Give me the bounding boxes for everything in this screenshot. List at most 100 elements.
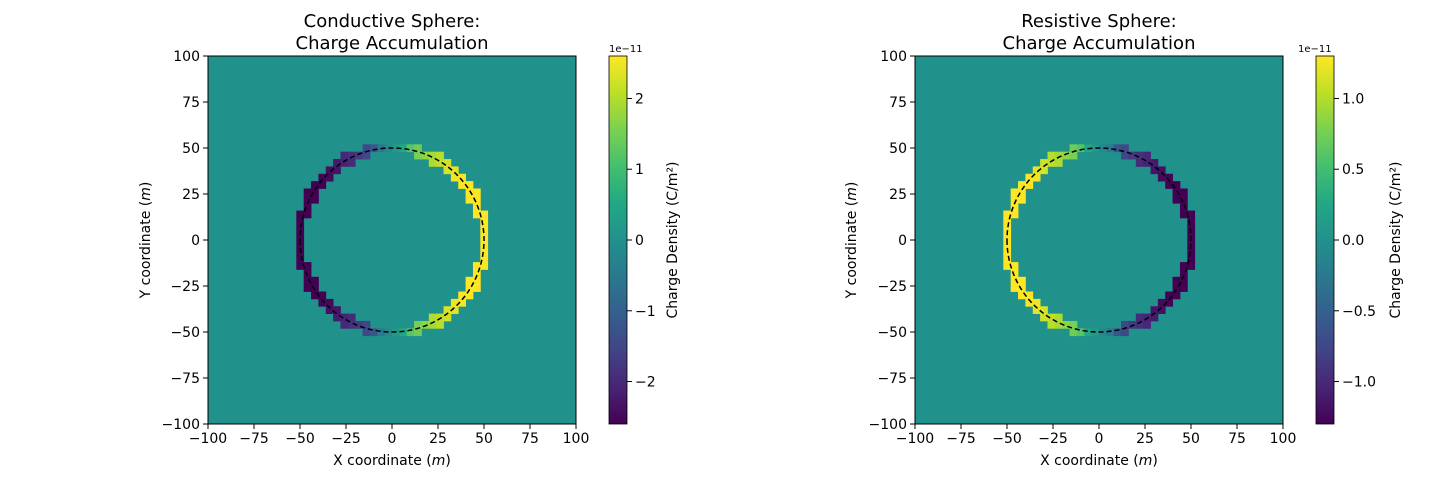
x-ticks: −100 −75 −50 −25 0 25 50 75 100 — [896, 424, 1297, 447]
heatmap-cell — [480, 217, 489, 226]
heatmap-cell — [303, 269, 312, 278]
heatmap-cell — [436, 313, 444, 322]
heatmap-cell — [362, 151, 371, 160]
heatmap-cell — [318, 298, 327, 307]
heatmap-cell — [1032, 306, 1041, 314]
heatmap-cell — [436, 151, 444, 160]
heatmap-cell — [311, 195, 319, 204]
heatmap-cell — [347, 151, 356, 160]
y-tick-label: −100 — [869, 417, 907, 433]
y-tick-label: −25 — [170, 279, 200, 295]
x-axis-label-unit: m — [432, 453, 446, 469]
heatmap-cell — [1003, 225, 1012, 234]
heatmap-cell — [1047, 151, 1056, 160]
x-ticks: −100 −75 −50 −25 0 25 50 75 100 — [189, 424, 589, 447]
heatmap-cell — [399, 144, 408, 153]
heatmap-cell — [311, 291, 319, 300]
y-tick-label: 50 — [182, 141, 200, 157]
heatmap-cell — [303, 188, 312, 197]
heatmap-cell — [1179, 276, 1188, 285]
heatmap-cell — [1187, 217, 1196, 226]
heatmap-cell — [458, 181, 466, 189]
heatmap-cell — [1054, 313, 1063, 322]
heatmap-cell — [472, 203, 481, 211]
x-axis-label: X coordinate (m) — [1040, 453, 1158, 469]
heatmap-cell — [465, 195, 474, 204]
heatmap-cell — [1010, 284, 1019, 292]
heatmap-cell — [1032, 298, 1041, 307]
heatmap-cell — [1106, 144, 1115, 153]
heatmap-cell — [458, 173, 466, 182]
heatmap-cell — [436, 159, 444, 167]
x-axis-label-close: ) — [1152, 453, 1157, 469]
y-tick-label: 25 — [889, 187, 907, 203]
heatmap-cell — [1179, 203, 1188, 211]
heatmap-cell — [1187, 210, 1196, 219]
heatmap-cell — [318, 173, 327, 182]
heatmap-cell — [1179, 188, 1188, 197]
heatmap-cell — [472, 188, 481, 197]
y-tick-label: 50 — [889, 141, 907, 157]
heatmap-cell — [325, 298, 334, 307]
heatmap-cell — [1179, 210, 1188, 219]
heatmap-cell — [1062, 151, 1070, 160]
heatmap-cell — [450, 306, 459, 314]
heatmap-cell — [465, 284, 474, 292]
heatmap-cell — [472, 195, 481, 204]
heatmap-cell — [428, 313, 437, 322]
heatmap-cell — [1121, 144, 1129, 153]
chart-title-line1: Resistive Sphere: — [1021, 11, 1177, 32]
heatmap-cell — [1084, 328, 1093, 337]
heatmap-cell — [325, 166, 334, 175]
heatmap-cell — [1018, 276, 1026, 285]
heatmap-cell — [1143, 320, 1151, 329]
heatmap-cell — [480, 210, 489, 219]
heatmap-cell — [1018, 181, 1026, 189]
y-axis-label-text: Y coordinate ( — [844, 201, 860, 300]
heatmap-cell — [465, 276, 474, 285]
heatmap-cell — [1069, 151, 1078, 160]
y-tick-label: 75 — [889, 95, 907, 111]
x-axis-label-unit: m — [1139, 453, 1153, 469]
x-tick-label: 100 — [1270, 431, 1297, 447]
heatmap-cell — [1165, 173, 1173, 182]
x-tick-label: 75 — [521, 431, 539, 447]
heatmap-cell — [1165, 298, 1173, 307]
y-axis-label: Y coordinate (m) — [138, 182, 154, 300]
heatmap-cell — [472, 276, 481, 285]
heatmap-cells — [208, 56, 576, 424]
heatmap-cell — [465, 188, 474, 197]
heatmap-cell — [311, 181, 319, 189]
heatmap-cell — [1010, 188, 1019, 197]
colorbar-ticks: −1.0 −0.5 0.0 0.5 1.0 — [1334, 91, 1376, 391]
x-tick-label: −25 — [331, 431, 361, 447]
y-tick-label: 100 — [880, 49, 907, 65]
y-tick-label: −50 — [170, 325, 200, 341]
heatmap-cell — [1076, 144, 1085, 153]
heatmap-cell — [296, 225, 305, 234]
heatmap-cell — [406, 144, 415, 153]
heatmap-cell — [1010, 195, 1019, 204]
heatmap-cell — [428, 320, 437, 329]
colorbar-tick-label: 0.5 — [1342, 162, 1364, 178]
heatmap-cell — [1187, 247, 1196, 256]
x-tick-label: −100 — [896, 431, 934, 447]
heatmap-cell — [296, 232, 305, 241]
heatmap-cell — [369, 144, 378, 153]
heatmap-cell — [1187, 262, 1196, 270]
heatmap-cell — [458, 298, 466, 307]
heatmap-cell — [1172, 181, 1181, 189]
heatmap-cell — [1040, 306, 1048, 314]
heatmap-cell — [414, 151, 422, 160]
heatmap-cell — [1143, 151, 1151, 160]
heatmap-cell — [1025, 298, 1034, 307]
heatmap-cell — [318, 291, 327, 300]
heatmap-cell — [303, 276, 312, 285]
heatmap-cell — [1121, 151, 1129, 160]
colorbar-tick-label: 2 — [635, 91, 644, 107]
heatmap-cell — [303, 262, 312, 270]
x-tick-label: 0 — [388, 431, 397, 447]
y-axis-label: Y coordinate (m) — [844, 182, 860, 300]
heatmap-cell — [1040, 313, 1048, 322]
x-axis-label: X coordinate (m) — [333, 453, 451, 469]
